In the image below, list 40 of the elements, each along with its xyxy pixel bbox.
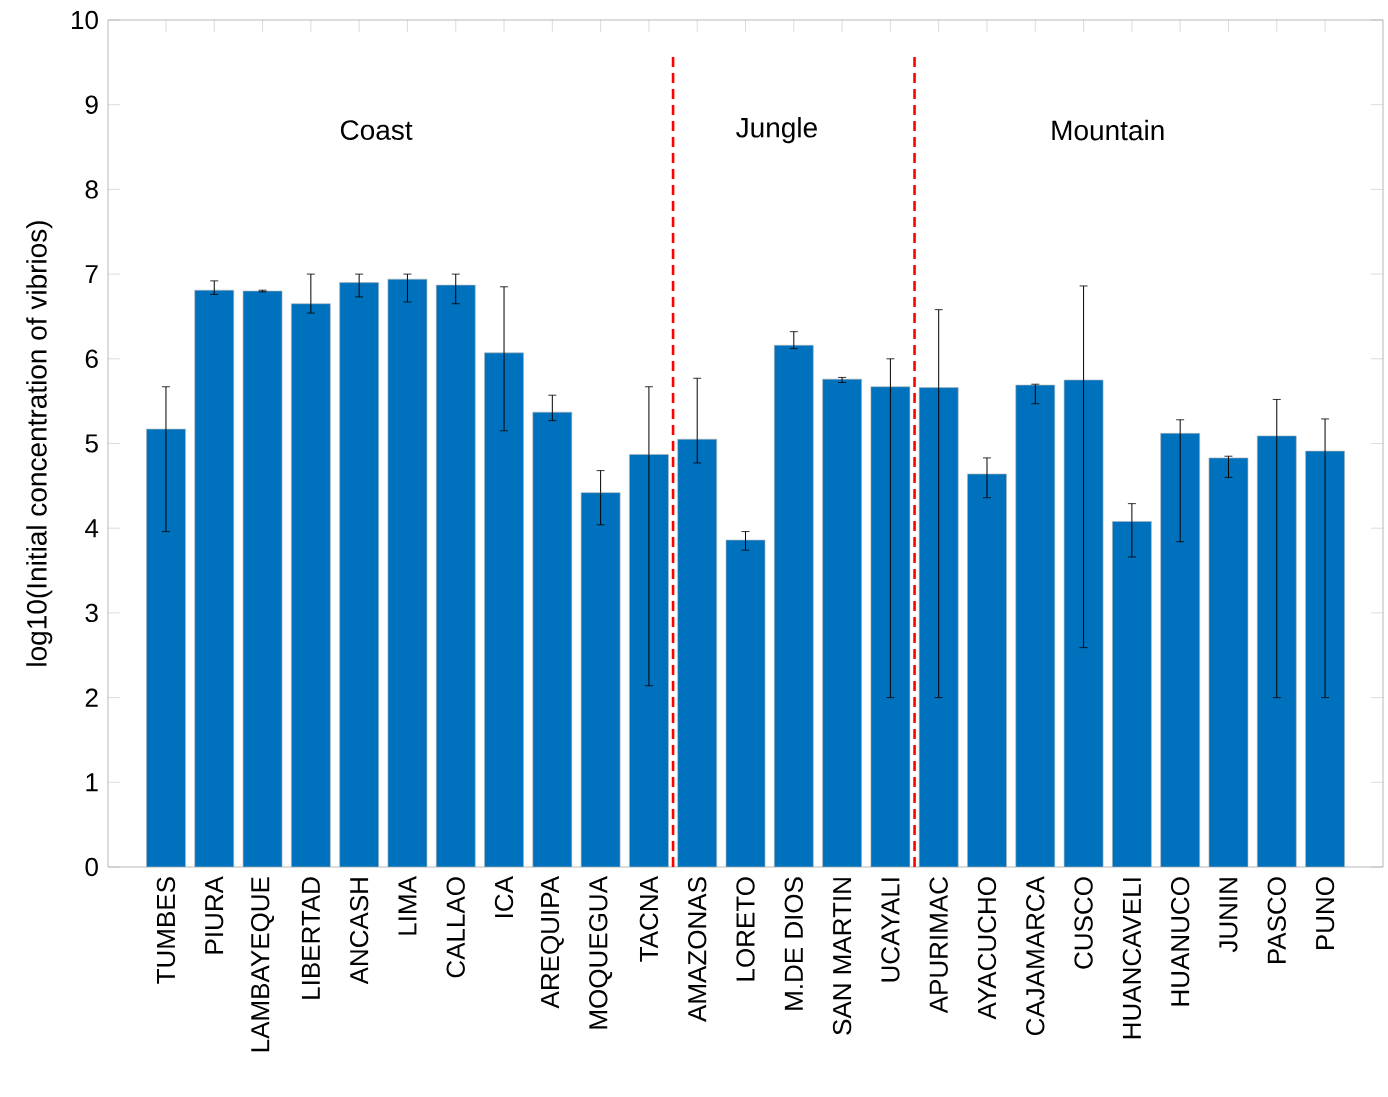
y-tick-label: 4 [85,519,99,538]
y-tick-label: 9 [85,95,98,114]
x-tick-label: LIMA [398,876,417,935]
x-tick-label: HUANCAVELI [1122,878,1142,1039]
x-tick-label: UCAYALI [881,878,900,982]
x-tick-label: TUMBES [156,877,176,984]
x-tick-label: LIBERTAD [301,877,320,999]
x-tick-label: CUSCO [1074,877,1093,969]
x-tick-label: M.DE DIOS [784,877,803,1010]
y-tick-label: 3 [85,603,98,623]
x-tick-label: JUNIN [1219,878,1238,953]
x-tick-label: TACNA [639,876,659,962]
x-tick-label: APURIMAC [929,877,948,1014]
annotation: Mountain [1052,119,1164,141]
x-tick-label: ICA [494,876,514,917]
annotation: Coast [340,120,413,141]
x-tick-label: SAN MARTIN [832,878,852,1035]
x-tick-label: PUNO [1315,877,1335,950]
x-tick-label: CAJAMARCA [1026,876,1045,1036]
y-axis-title: log10(Initial concentration of vibrios) [26,221,53,666]
x-tick-label: AMAZONAS [688,877,707,1022]
x-tick-label: PASCO [1267,877,1286,964]
y-tick-label: 8 [85,180,98,199]
x-tick-label: LORETO [736,877,755,981]
y-tick-label: 5 [85,434,98,453]
y-tick-label: 0 [85,857,98,877]
y-tick-label: 6 [85,349,98,368]
x-tick-label: CALLAO [446,877,465,978]
x-tick-label: LAMBAYEQUE [251,877,275,1052]
x-tick-label: AYACUCHO [977,877,997,1020]
x-tick-label: ANCASH [349,878,369,985]
y-tick-label: 10 [71,10,98,30]
y-tick-label: 2 [85,688,98,707]
annotation: Jungle [736,117,817,144]
x-tick-label: PIURA [205,876,224,954]
x-tick-label: MOQUEGUA [589,876,613,1029]
x-tick-label: AREQUIPA [540,876,564,1009]
y-tick-label: 7 [85,265,98,284]
y-tick-label: 1 [86,773,98,792]
x-tick-label: HUANUCO [1170,877,1190,1006]
